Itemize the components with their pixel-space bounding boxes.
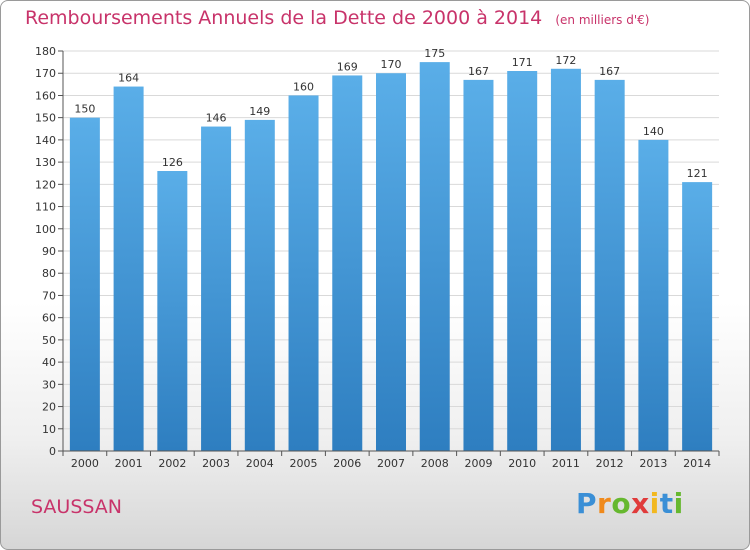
data-label-2006: 169: [337, 60, 358, 73]
data-label-2012: 167: [599, 65, 620, 78]
x-tick-label-2006: 2006: [333, 457, 361, 470]
logo-letter: P: [576, 487, 598, 520]
y-tick-label: 40: [42, 356, 56, 369]
data-label-2010: 171: [512, 56, 533, 69]
bar-2011: [550, 68, 581, 452]
y-tick-label: 30: [42, 378, 56, 391]
chart-title: Remboursements Annuels de la Dette de 20…: [25, 7, 543, 29]
bar-2006: [332, 75, 363, 451]
data-label-2004: 149: [249, 105, 270, 118]
y-tick-label: 100: [35, 223, 56, 236]
bar-2012: [594, 79, 625, 451]
data-label-2003: 146: [206, 112, 227, 125]
data-label-2009: 167: [468, 65, 489, 78]
bar-2005: [288, 95, 319, 451]
chart-unit: (en milliers d'€): [555, 13, 650, 27]
data-label-2008: 175: [424, 47, 445, 60]
y-tick-label: 50: [42, 334, 56, 347]
data-label-2011: 172: [555, 54, 576, 67]
y-tick-label: 110: [35, 201, 56, 214]
logo-letter: t: [659, 487, 674, 520]
x-tick-label-2011: 2011: [552, 457, 580, 470]
x-tick-label-2005: 2005: [290, 457, 318, 470]
bar-2014: [682, 182, 713, 451]
x-tick-label-2000: 2000: [71, 457, 99, 470]
data-label-2005: 160: [293, 80, 314, 93]
data-label-2014: 121: [687, 167, 708, 180]
x-tick-label-2012: 2012: [596, 457, 624, 470]
y-tick-label: 0: [49, 445, 56, 458]
axes: [58, 50, 720, 456]
x-tick-label-2014: 2014: [683, 457, 711, 470]
logo-letter: i: [673, 487, 684, 520]
city-name: SAUSSAN: [31, 496, 123, 518]
x-tick-label-2010: 2010: [508, 457, 536, 470]
y-tick-label: 80: [42, 267, 56, 280]
y-tick-label: 20: [42, 401, 56, 414]
bar-2002: [157, 171, 188, 451]
y-tick-label: 10: [42, 423, 56, 436]
y-tick-label: 160: [35, 89, 56, 102]
logo-letter: o: [611, 487, 632, 520]
y-tick-label: 140: [35, 134, 56, 147]
x-tick-label-2007: 2007: [377, 457, 405, 470]
bar-2013: [638, 139, 669, 451]
bar-2008: [419, 62, 450, 451]
x-tick-label-2009: 2009: [464, 457, 492, 470]
data-label-2000: 150: [74, 103, 95, 116]
y-tick-label: 150: [35, 112, 56, 125]
y-tick-label: 130: [35, 156, 56, 169]
title-row: Remboursements Annuels de la Dette de 20…: [25, 7, 649, 29]
y-tick-label: 170: [35, 67, 56, 80]
bar-2010: [507, 71, 538, 451]
x-tick-label-2001: 2001: [115, 457, 143, 470]
x-tick-label-2008: 2008: [421, 457, 449, 470]
bars: [69, 62, 713, 452]
bar-2003: [201, 126, 232, 452]
bar-2001: [113, 86, 144, 452]
bar-2009: [463, 79, 494, 451]
y-tick-label: 90: [42, 245, 56, 258]
labels: 0 10 20 30 40 50 60 70 80 90 100 110 120 130 140 150 160…: [35, 45, 711, 470]
data-label-2001: 164: [118, 72, 139, 85]
data-label-2013: 140: [643, 125, 664, 138]
bar-2000: [69, 117, 100, 452]
logo-letter: i: [649, 487, 660, 520]
x-tick-label-2002: 2002: [158, 457, 186, 470]
bar-2007: [376, 73, 406, 451]
y-tick-label: 180: [35, 45, 56, 58]
bar-2004: [244, 119, 275, 451]
data-label-2002: 126: [162, 156, 183, 169]
x-tick-label-2013: 2013: [639, 457, 667, 470]
logo-letter: x: [631, 487, 650, 520]
logo-letter: r: [597, 487, 612, 520]
y-tick-label: 120: [35, 178, 56, 191]
proxiti-logo: Proxiti: [576, 487, 684, 520]
data-label-2007: 170: [381, 58, 402, 71]
y-tick-label: 60: [42, 312, 56, 325]
y-tick-label: 70: [42, 289, 56, 302]
x-tick-label-2003: 2003: [202, 457, 230, 470]
x-tick-label-2004: 2004: [246, 457, 274, 470]
